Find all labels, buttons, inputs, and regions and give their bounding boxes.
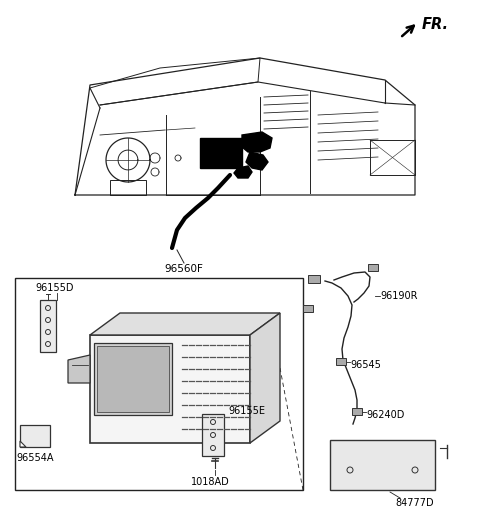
Text: 84777D: 84777D <box>395 498 433 508</box>
Polygon shape <box>250 313 280 443</box>
Bar <box>90 335 250 443</box>
Bar <box>303 305 313 312</box>
Bar <box>20 425 50 447</box>
Polygon shape <box>242 132 272 152</box>
Bar <box>202 414 224 456</box>
Bar <box>97 346 169 412</box>
Polygon shape <box>234 166 252 178</box>
Bar <box>110 180 146 195</box>
Polygon shape <box>246 152 268 170</box>
Bar <box>308 275 320 283</box>
Text: 96560F: 96560F <box>165 264 204 274</box>
Bar <box>15 278 303 490</box>
Text: 96554A: 96554A <box>16 453 54 463</box>
Text: 96240D: 96240D <box>366 410 404 420</box>
Bar <box>200 138 242 168</box>
Text: 96545: 96545 <box>350 360 381 370</box>
Bar <box>336 358 346 365</box>
Bar <box>330 440 435 490</box>
Text: 1018AD: 1018AD <box>191 477 229 487</box>
Bar <box>352 408 362 415</box>
Text: 96190R: 96190R <box>380 291 418 301</box>
Polygon shape <box>68 355 90 383</box>
Text: 96155E: 96155E <box>228 406 265 416</box>
Bar <box>368 264 378 271</box>
Bar <box>94 343 172 415</box>
Bar <box>40 300 56 352</box>
Text: 96155D: 96155D <box>35 283 73 293</box>
Polygon shape <box>90 313 280 335</box>
Text: FR.: FR. <box>422 17 449 32</box>
Polygon shape <box>20 441 26 447</box>
